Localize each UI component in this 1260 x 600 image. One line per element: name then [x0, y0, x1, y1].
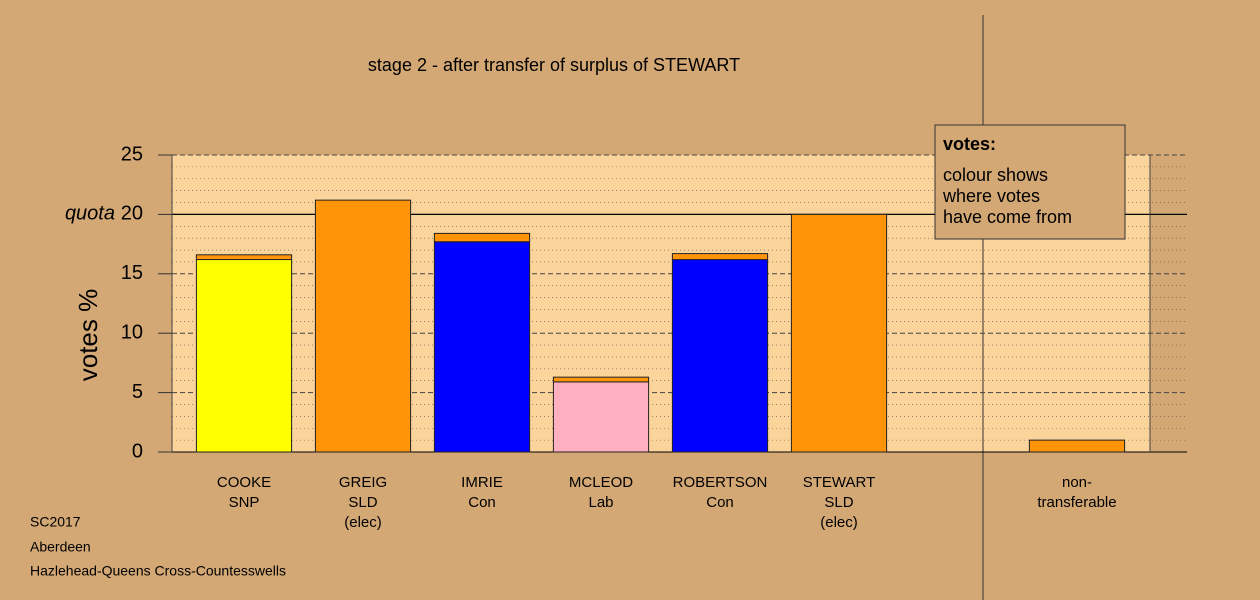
x-tick-label: GREIG — [339, 474, 387, 491]
bar-segment — [433, 232, 531, 243]
x-tick-label: (elec) — [344, 514, 382, 531]
x-tick-label: ROBERTSON — [673, 474, 768, 491]
bar-segment — [433, 241, 531, 453]
y-tick-label: 20 — [121, 203, 143, 225]
x-tick-label: Con — [706, 494, 734, 511]
legend-text: colour shows — [943, 165, 1048, 185]
footnote: Aberdeen — [30, 539, 91, 555]
x-tick-label: Con — [468, 494, 496, 511]
y-tick-label: 15 — [121, 262, 143, 284]
bar-segment — [1028, 439, 1126, 453]
y-tick-label: 0 — [132, 440, 143, 462]
footnote: Hazlehead-Queens Cross-Countesswells — [30, 563, 286, 579]
bar-segment — [671, 253, 769, 261]
x-tick-label: transferable — [1037, 494, 1116, 511]
bar-segment — [552, 381, 650, 453]
x-tick-label: STEWART — [803, 474, 876, 491]
x-tick-label: SLD — [824, 494, 853, 511]
bar-segment — [671, 259, 769, 453]
x-tick-label: MCLEOD — [569, 474, 633, 491]
y-tick-label: 5 — [132, 381, 143, 403]
x-tick-label: non- — [1062, 474, 1092, 491]
legend-text: where votes — [942, 186, 1040, 206]
bar-segment — [790, 213, 888, 453]
bar-segment — [314, 199, 412, 453]
legend-text: have come from — [943, 207, 1072, 227]
x-tick-label: SLD — [348, 494, 377, 511]
y-tick-label: 25 — [121, 143, 143, 165]
x-tick-label: Lab — [588, 494, 613, 511]
bar-segment — [195, 254, 293, 261]
legend-title: votes: — [943, 134, 996, 154]
x-tick-label: SNP — [229, 494, 260, 511]
legend-box — [934, 124, 1126, 240]
x-tick-label: (elec) — [820, 514, 858, 531]
x-tick-label: COOKE — [217, 474, 271, 491]
footnote: SC2017 — [30, 514, 81, 530]
bar-segment — [552, 376, 650, 383]
y-tick-label: 10 — [121, 321, 143, 343]
chart-title: stage 2 - after transfer of surplus of S… — [368, 55, 740, 75]
x-tick-label: IMRIE — [461, 474, 503, 491]
bar-segment — [195, 259, 293, 453]
y-axis-label: votes % — [73, 289, 103, 382]
quota-label: quota — [65, 203, 115, 225]
